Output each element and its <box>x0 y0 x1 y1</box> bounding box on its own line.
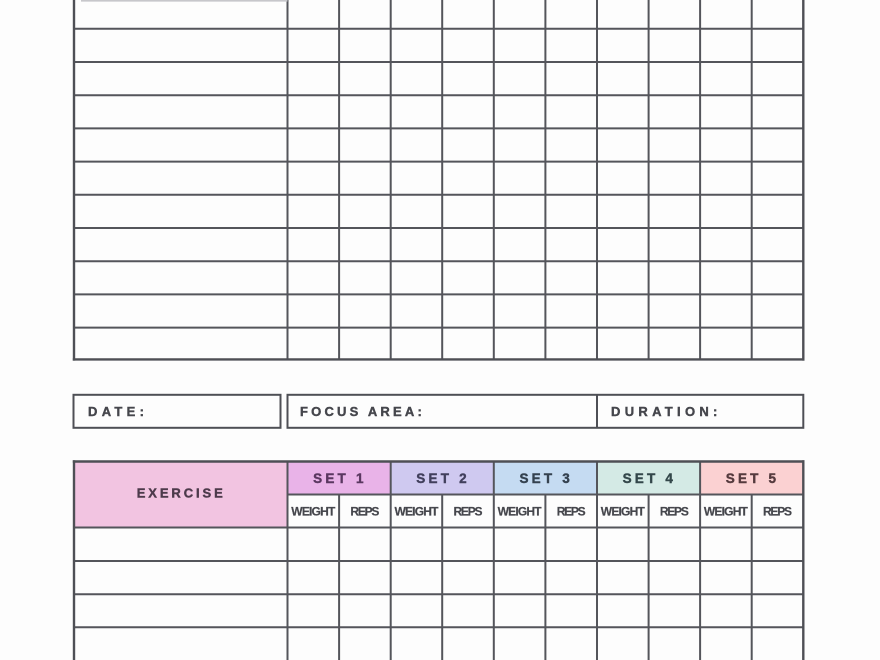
svg-text:REPS: REPS <box>454 505 483 519</box>
svg-text:DATE:: DATE: <box>88 404 148 419</box>
svg-text:WEIGHT: WEIGHT <box>291 505 336 519</box>
svg-text:SET 5: SET 5 <box>726 471 780 486</box>
svg-text:REPS: REPS <box>557 505 586 519</box>
svg-text:SET 4: SET 4 <box>623 471 677 486</box>
svg-text:WEIGHT: WEIGHT <box>498 505 543 519</box>
svg-text:FOCUS AREA:: FOCUS AREA: <box>300 404 425 419</box>
svg-text:REPS: REPS <box>660 505 689 519</box>
svg-text:EXERCISE: EXERCISE <box>137 486 226 501</box>
svg-text:SET 3: SET 3 <box>519 471 573 486</box>
svg-text:REPS: REPS <box>763 505 792 519</box>
svg-text:WEIGHT: WEIGHT <box>394 505 439 519</box>
svg-text:WEIGHT: WEIGHT <box>601 505 646 519</box>
svg-text:DURATION:: DURATION: <box>611 404 722 419</box>
svg-text:REPS: REPS <box>350 505 379 519</box>
svg-text:WEIGHT: WEIGHT <box>704 505 749 519</box>
svg-text:SET 2: SET 2 <box>416 471 470 486</box>
svg-text:SET 1: SET 1 <box>313 471 367 486</box>
